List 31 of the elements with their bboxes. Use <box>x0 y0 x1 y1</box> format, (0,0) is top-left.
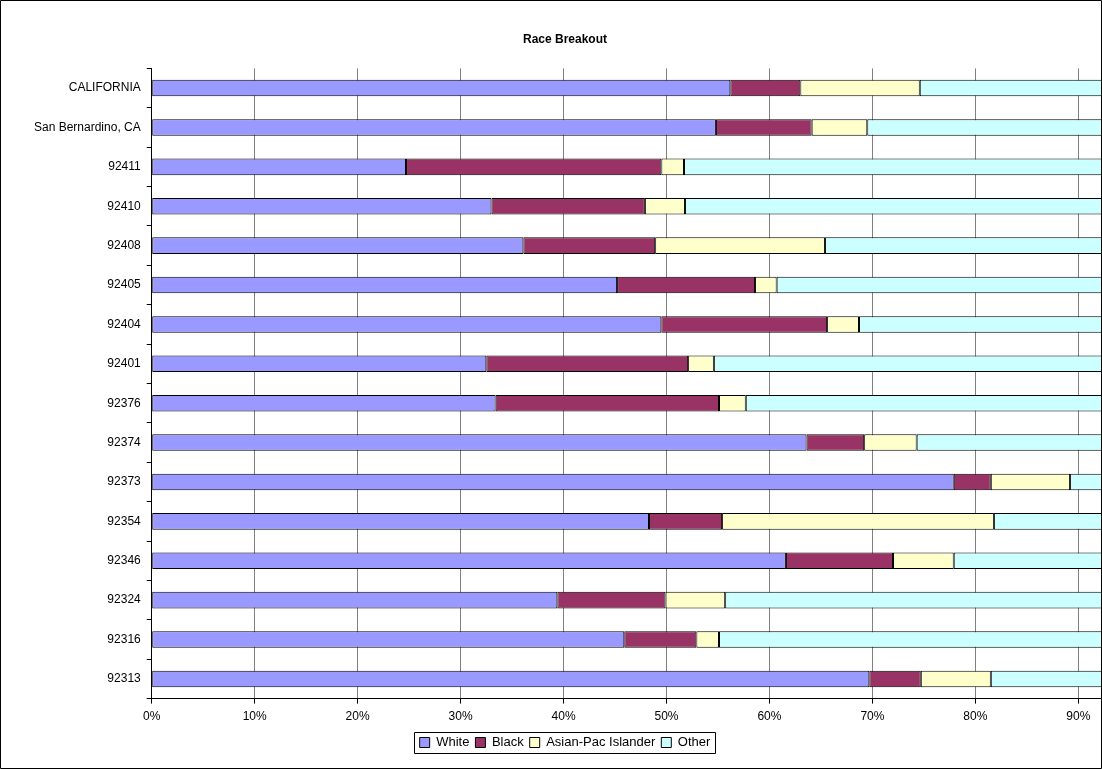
legend-label: White <box>436 734 470 750</box>
y-tick-label: 92313 <box>107 671 142 686</box>
x-tick-label: 80% <box>963 709 988 724</box>
x-tick-label: 50% <box>654 709 679 724</box>
x-tick-label: 90% <box>1066 709 1091 724</box>
y-tick-label: 92404 <box>107 316 142 331</box>
y-tick-label: 92316 <box>107 631 142 646</box>
y-tick-label: San Bernardino, CA <box>33 119 141 134</box>
y-tick-label: 92408 <box>107 237 142 252</box>
x-tick-label: 40% <box>551 709 576 724</box>
x-tick-label: 20% <box>345 709 370 724</box>
y-tick-label: 92346 <box>107 553 142 568</box>
x-tick-label: 60% <box>757 709 782 724</box>
x-tick-label: 0% <box>143 709 161 724</box>
x-tick-label: 70% <box>860 709 885 724</box>
y-tick-label: 92401 <box>107 356 142 371</box>
y-tick-label: CALIFORNIA <box>68 80 141 95</box>
legend-label: Other <box>677 734 711 750</box>
y-tick-label: 92374 <box>107 434 142 449</box>
y-tick-label: 92376 <box>107 395 142 410</box>
y-tick-label: 92324 <box>107 592 142 607</box>
y-tick-label: 92405 <box>107 277 142 292</box>
y-tick-label: 92411 <box>108 159 142 174</box>
y-tick-label: 92410 <box>107 198 142 213</box>
x-tick-label: 10% <box>242 709 268 724</box>
y-tick-label: 92354 <box>107 513 142 528</box>
x-tick-label: 30% <box>448 709 473 724</box>
legend-label: Asian-Pac Islander <box>546 734 656 750</box>
y-tick-label: 92373 <box>107 474 142 489</box>
chart-title: Race Breakout <box>522 31 608 46</box>
legend-label: Black <box>491 734 525 750</box>
